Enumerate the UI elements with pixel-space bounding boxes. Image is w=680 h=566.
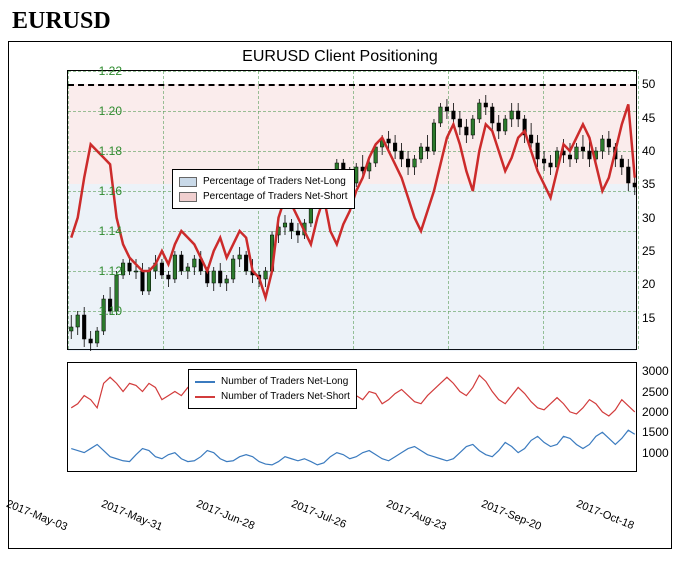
x-tick: 2017-May-03 (5, 498, 70, 533)
y-right-tick: 50 (642, 77, 680, 91)
x-tick: 2017-Oct-18 (575, 498, 636, 532)
legend-label: Percentage of Traders Net-Short (203, 189, 348, 204)
y-left-tick: 1.10 (72, 304, 122, 318)
y-right-tick: 15 (642, 311, 680, 325)
y-left-tick: 1.20 (72, 104, 122, 118)
sub-legend: Number of Traders Net-Long Number of Tra… (188, 369, 357, 409)
x-tick: 2017-Aug-23 (385, 498, 448, 533)
y-right-tick: 25 (642, 244, 680, 258)
legend-net-long-count: Number of Traders Net-Long (195, 374, 350, 389)
sub-y-tick: 1500 (642, 425, 680, 439)
legend-label: Percentage of Traders Net-Long (203, 174, 346, 189)
y-right-tick: 45 (642, 111, 680, 125)
y-left-tick: 1.22 (72, 64, 122, 78)
line-short-icon (195, 396, 215, 398)
y-right-tick: 40 (642, 144, 680, 158)
y-left-tick: 1.12 (72, 264, 122, 278)
line-long-icon (195, 381, 215, 383)
x-tick: 2017-Sep-20 (480, 498, 543, 533)
chart-container: EURUSD Client Positioning Percentage of … (8, 41, 672, 549)
sub-y-tick: 1000 (642, 446, 680, 460)
legend-net-short-pct: Percentage of Traders Net-Short (179, 189, 348, 204)
y-right-tick: 35 (642, 177, 680, 191)
chart-title: EURUSD Client Positioning (9, 42, 671, 66)
sub-y-tick: 3000 (642, 364, 680, 378)
swatch-short-icon (179, 192, 197, 202)
x-tick: 2017-Jul-26 (290, 498, 348, 531)
main-plot-area: Percentage of Traders Net-Long Percentag… (67, 70, 637, 350)
main-legend: Percentage of Traders Net-Long Percentag… (172, 169, 355, 209)
y-right-tick: 20 (642, 277, 680, 291)
y-right-tick: 30 (642, 211, 680, 225)
main-plot-svg (68, 71, 638, 351)
page-title: EURUSD (12, 8, 672, 35)
legend-label: Number of Traders Net-Long (221, 374, 348, 389)
x-tick: 2017-May-31 (100, 498, 165, 533)
y-left-tick: 1.14 (72, 224, 122, 238)
legend-net-long-pct: Percentage of Traders Net-Long (179, 174, 348, 189)
swatch-long-icon (179, 177, 197, 187)
sub-y-tick: 2000 (642, 405, 680, 419)
sub-y-tick: 2500 (642, 385, 680, 399)
y-left-tick: 1.16 (72, 184, 122, 198)
legend-label: Number of Traders Net-Short (221, 389, 350, 404)
sub-plot-area: Number of Traders Net-Long Number of Tra… (67, 362, 637, 472)
y-left-tick: 1.18 (72, 144, 122, 158)
legend-net-short-count: Number of Traders Net-Short (195, 389, 350, 404)
x-tick: 2017-Jun-28 (195, 498, 257, 532)
